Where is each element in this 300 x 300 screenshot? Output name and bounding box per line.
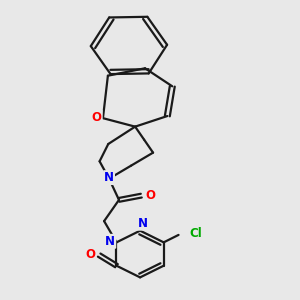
Text: Cl: Cl: [190, 227, 202, 240]
Text: N: N: [105, 235, 115, 248]
Text: N: N: [138, 217, 148, 230]
Text: O: O: [145, 189, 155, 202]
Text: O: O: [92, 111, 102, 124]
Text: N: N: [104, 171, 114, 184]
Text: O: O: [85, 248, 95, 260]
